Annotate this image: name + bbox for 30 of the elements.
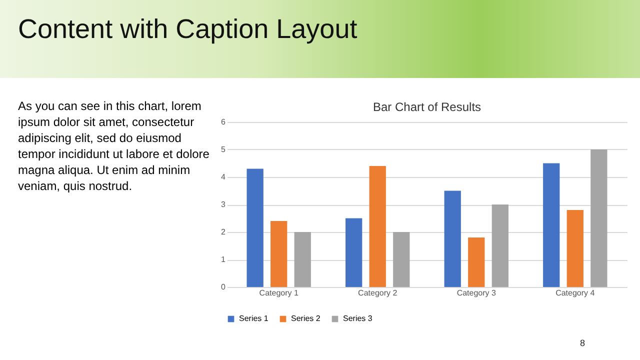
y-tick-label: 5 [221, 145, 226, 154]
bar [294, 232, 311, 287]
y-tick-label: 3 [221, 200, 226, 209]
y-tick-label: 0 [221, 282, 226, 292]
bar [566, 210, 584, 287]
text: 8 [580, 338, 586, 348]
chart-subtitle: Content with Caption Layout [18, 14, 358, 45]
x-tick-label: Category 2 [358, 288, 398, 298]
bar [543, 163, 560, 287]
bar [369, 166, 386, 287]
bar [590, 150, 608, 287]
x-tick-label: Category 4 [556, 288, 596, 298]
legend-label: Series 2 [291, 314, 321, 323]
bar [246, 168, 264, 287]
bar [444, 190, 461, 287]
y-tick-label: 6 [221, 118, 226, 126]
bar [468, 238, 485, 287]
text: As you can see in this chart, lorem ipsum dolor sit amet, consectetur adipiscing elit, sed do eiusmod tempor incididunt ut labore et dolore magna aliqua. Ut enim ad minim veniam, quis nostrud. [18, 98, 210, 194]
y-tick-label: 2 [221, 228, 226, 236]
x-tick-label: Category 3 [456, 288, 496, 298]
legend-label: Series 1 [239, 314, 269, 323]
bar [492, 204, 508, 287]
x-tick-label: Category 1 [259, 288, 299, 298]
bar [346, 218, 362, 287]
y-tick-label: 1 [221, 255, 226, 264]
bar [270, 221, 288, 287]
legend-label: Series 3 [343, 314, 373, 323]
chart-title: Bar Chart of Results [372, 100, 482, 114]
bar [393, 232, 410, 287]
y-tick-label: 4 [221, 172, 226, 182]
